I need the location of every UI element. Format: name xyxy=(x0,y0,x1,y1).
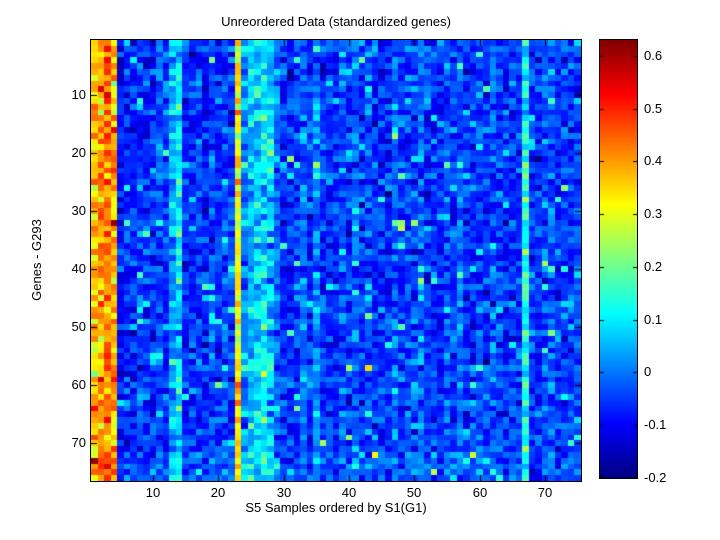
y-axis-label: Genes - G293 xyxy=(29,219,44,301)
colorbar-tick-label: 0.4 xyxy=(644,153,663,168)
colorbar-tick-label: -0.1 xyxy=(644,417,667,432)
x-tick-label: 10 xyxy=(145,485,161,500)
x-tick-label: 30 xyxy=(276,485,292,500)
colorbar-tick-label: 0.5 xyxy=(644,101,663,116)
y-tick-label: 50 xyxy=(71,319,86,334)
plot-title: Unreordered Data (standardized genes) xyxy=(221,14,451,29)
y-tick-label: 20 xyxy=(71,145,86,160)
y-tick-label: 60 xyxy=(71,377,86,392)
y-tick-label: 40 xyxy=(71,261,86,276)
x-tick-label: 20 xyxy=(210,485,226,500)
x-tick-label: 60 xyxy=(472,485,488,500)
x-tick-label: 70 xyxy=(537,485,553,500)
colorbar-tick-label: 0.2 xyxy=(644,259,663,274)
heatmap-canvas xyxy=(90,39,582,482)
colorbar-tick-label: -0.2 xyxy=(644,470,667,485)
x-tick-label: 40 xyxy=(341,485,357,500)
x-tick-label: 50 xyxy=(406,485,422,500)
colorbar-tick-label: 0.3 xyxy=(644,206,663,221)
colorbar-tick-label: 0 xyxy=(644,364,652,379)
y-tick-label: 30 xyxy=(71,203,86,218)
y-tick-label: 10 xyxy=(71,87,86,102)
colorbar-tick-label: 0.6 xyxy=(644,48,663,63)
colorbar-canvas xyxy=(599,39,638,479)
y-tick-label: 70 xyxy=(71,435,86,450)
colorbar-tick-label: 0.1 xyxy=(644,312,663,327)
x-axis-label: S5 Samples ordered by S1(G1) xyxy=(245,500,427,515)
